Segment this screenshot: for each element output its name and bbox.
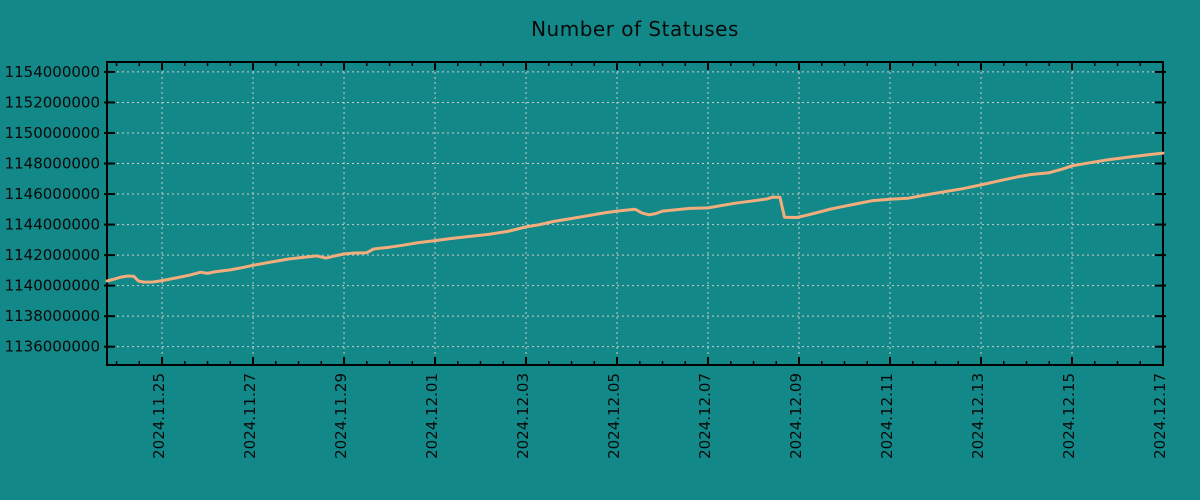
y-tick-label: 1140000000	[5, 277, 100, 295]
x-tick-label: 2024.11.25	[150, 373, 168, 459]
x-tick-label: 2024.12.01	[423, 373, 441, 459]
y-tick-label: 1148000000	[5, 155, 100, 173]
x-tick-label: 2024.11.29	[332, 373, 350, 459]
x-tick-label: 2024.11.27	[241, 373, 259, 459]
x-tick-label: 2024.12.15	[1060, 373, 1078, 459]
data-line	[105, 151, 1165, 284]
y-tick-label: 1154000000	[5, 63, 100, 81]
y-tick-label: 1146000000	[5, 185, 100, 203]
x-tick-label: 2024.12.05	[605, 373, 623, 459]
y-tick-label: 1144000000	[5, 216, 100, 234]
chart-title: Number of Statuses	[531, 17, 739, 41]
y-tick-label: 1138000000	[5, 307, 100, 325]
x-tick-label: 2024.12.07	[696, 373, 714, 459]
y-tick-label: 1152000000	[5, 93, 100, 111]
x-tick-label: 2024.12.09	[787, 373, 805, 459]
plot-border	[106, 61, 1164, 366]
y-tick-label: 1136000000	[5, 338, 100, 356]
x-tick-label: 2024.12.13	[969, 373, 987, 459]
y-tick-label: 1150000000	[5, 124, 100, 142]
y-tick-label: 1142000000	[5, 246, 100, 264]
x-tick-label: 2024.12.11	[878, 373, 896, 459]
x-tick-label: 2024.12.17	[1151, 373, 1169, 459]
x-tick-label: 2024.12.03	[514, 373, 532, 459]
